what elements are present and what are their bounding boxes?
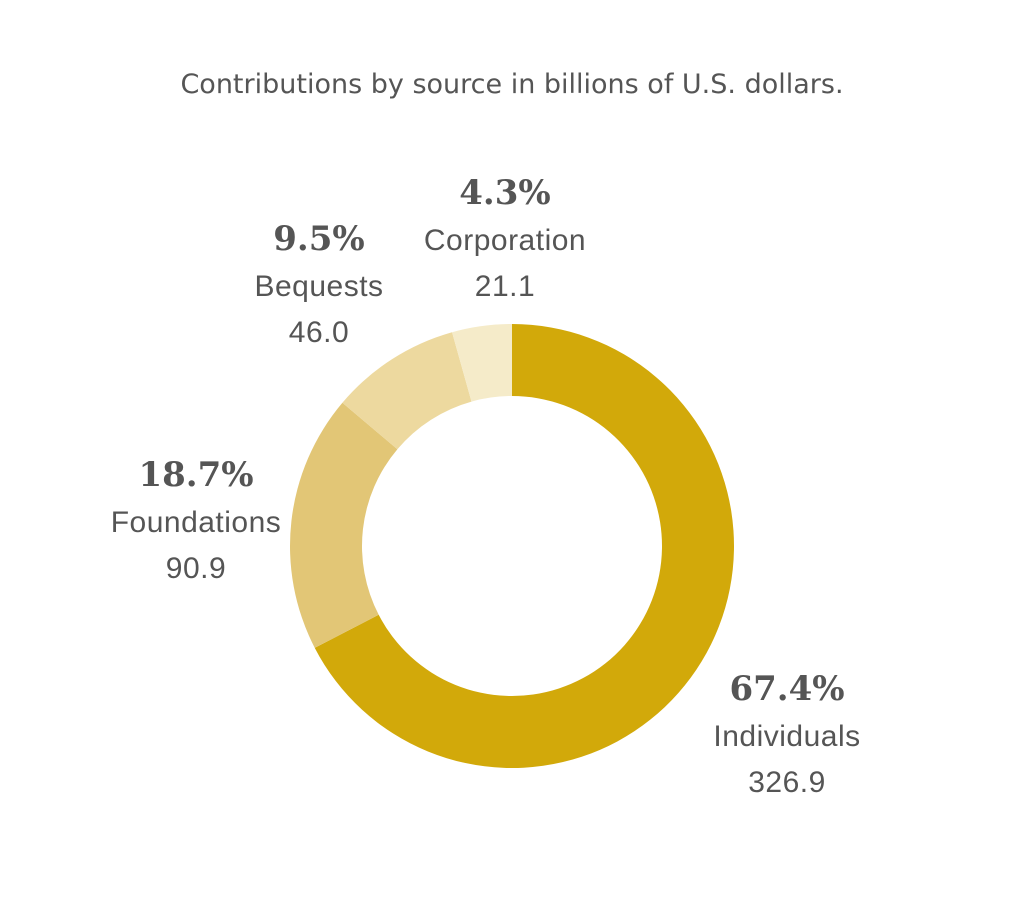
category-label: Foundations [111,506,282,539]
slice-foundations [290,402,398,648]
value-label: 90.9 [166,552,226,585]
category-label: Individuals [713,720,860,753]
donut-slices [290,324,734,769]
label-corporation: 4.3% Corporation 21.1 [424,173,586,303]
slice-labels: 67.4% Individuals 326.9 18.7% Foundations 90.… [111,173,860,799]
label-foundations: 18.7% Foundations 90.9 [111,455,282,585]
percent-label: 67.4% [729,669,844,709]
slice-bequests [342,332,472,450]
label-bequests: 9.5% Bequests 46.0 [254,219,383,349]
percent-label: 9.5% [273,219,364,259]
value-label: 21.1 [475,270,535,303]
category-label: Bequests [254,270,383,303]
value-label: 326.9 [748,766,826,799]
label-individuals: 67.4% Individuals 326.9 [713,669,860,799]
chart-title: Contributions by source in billions of U… [180,69,843,100]
slice-corporation [452,324,512,402]
percent-label: 4.3% [459,173,550,213]
category-label: Corporation [424,224,586,257]
slice-individuals [314,324,734,769]
value-label: 46.0 [289,316,349,349]
percent-label: 18.7% [138,455,253,495]
